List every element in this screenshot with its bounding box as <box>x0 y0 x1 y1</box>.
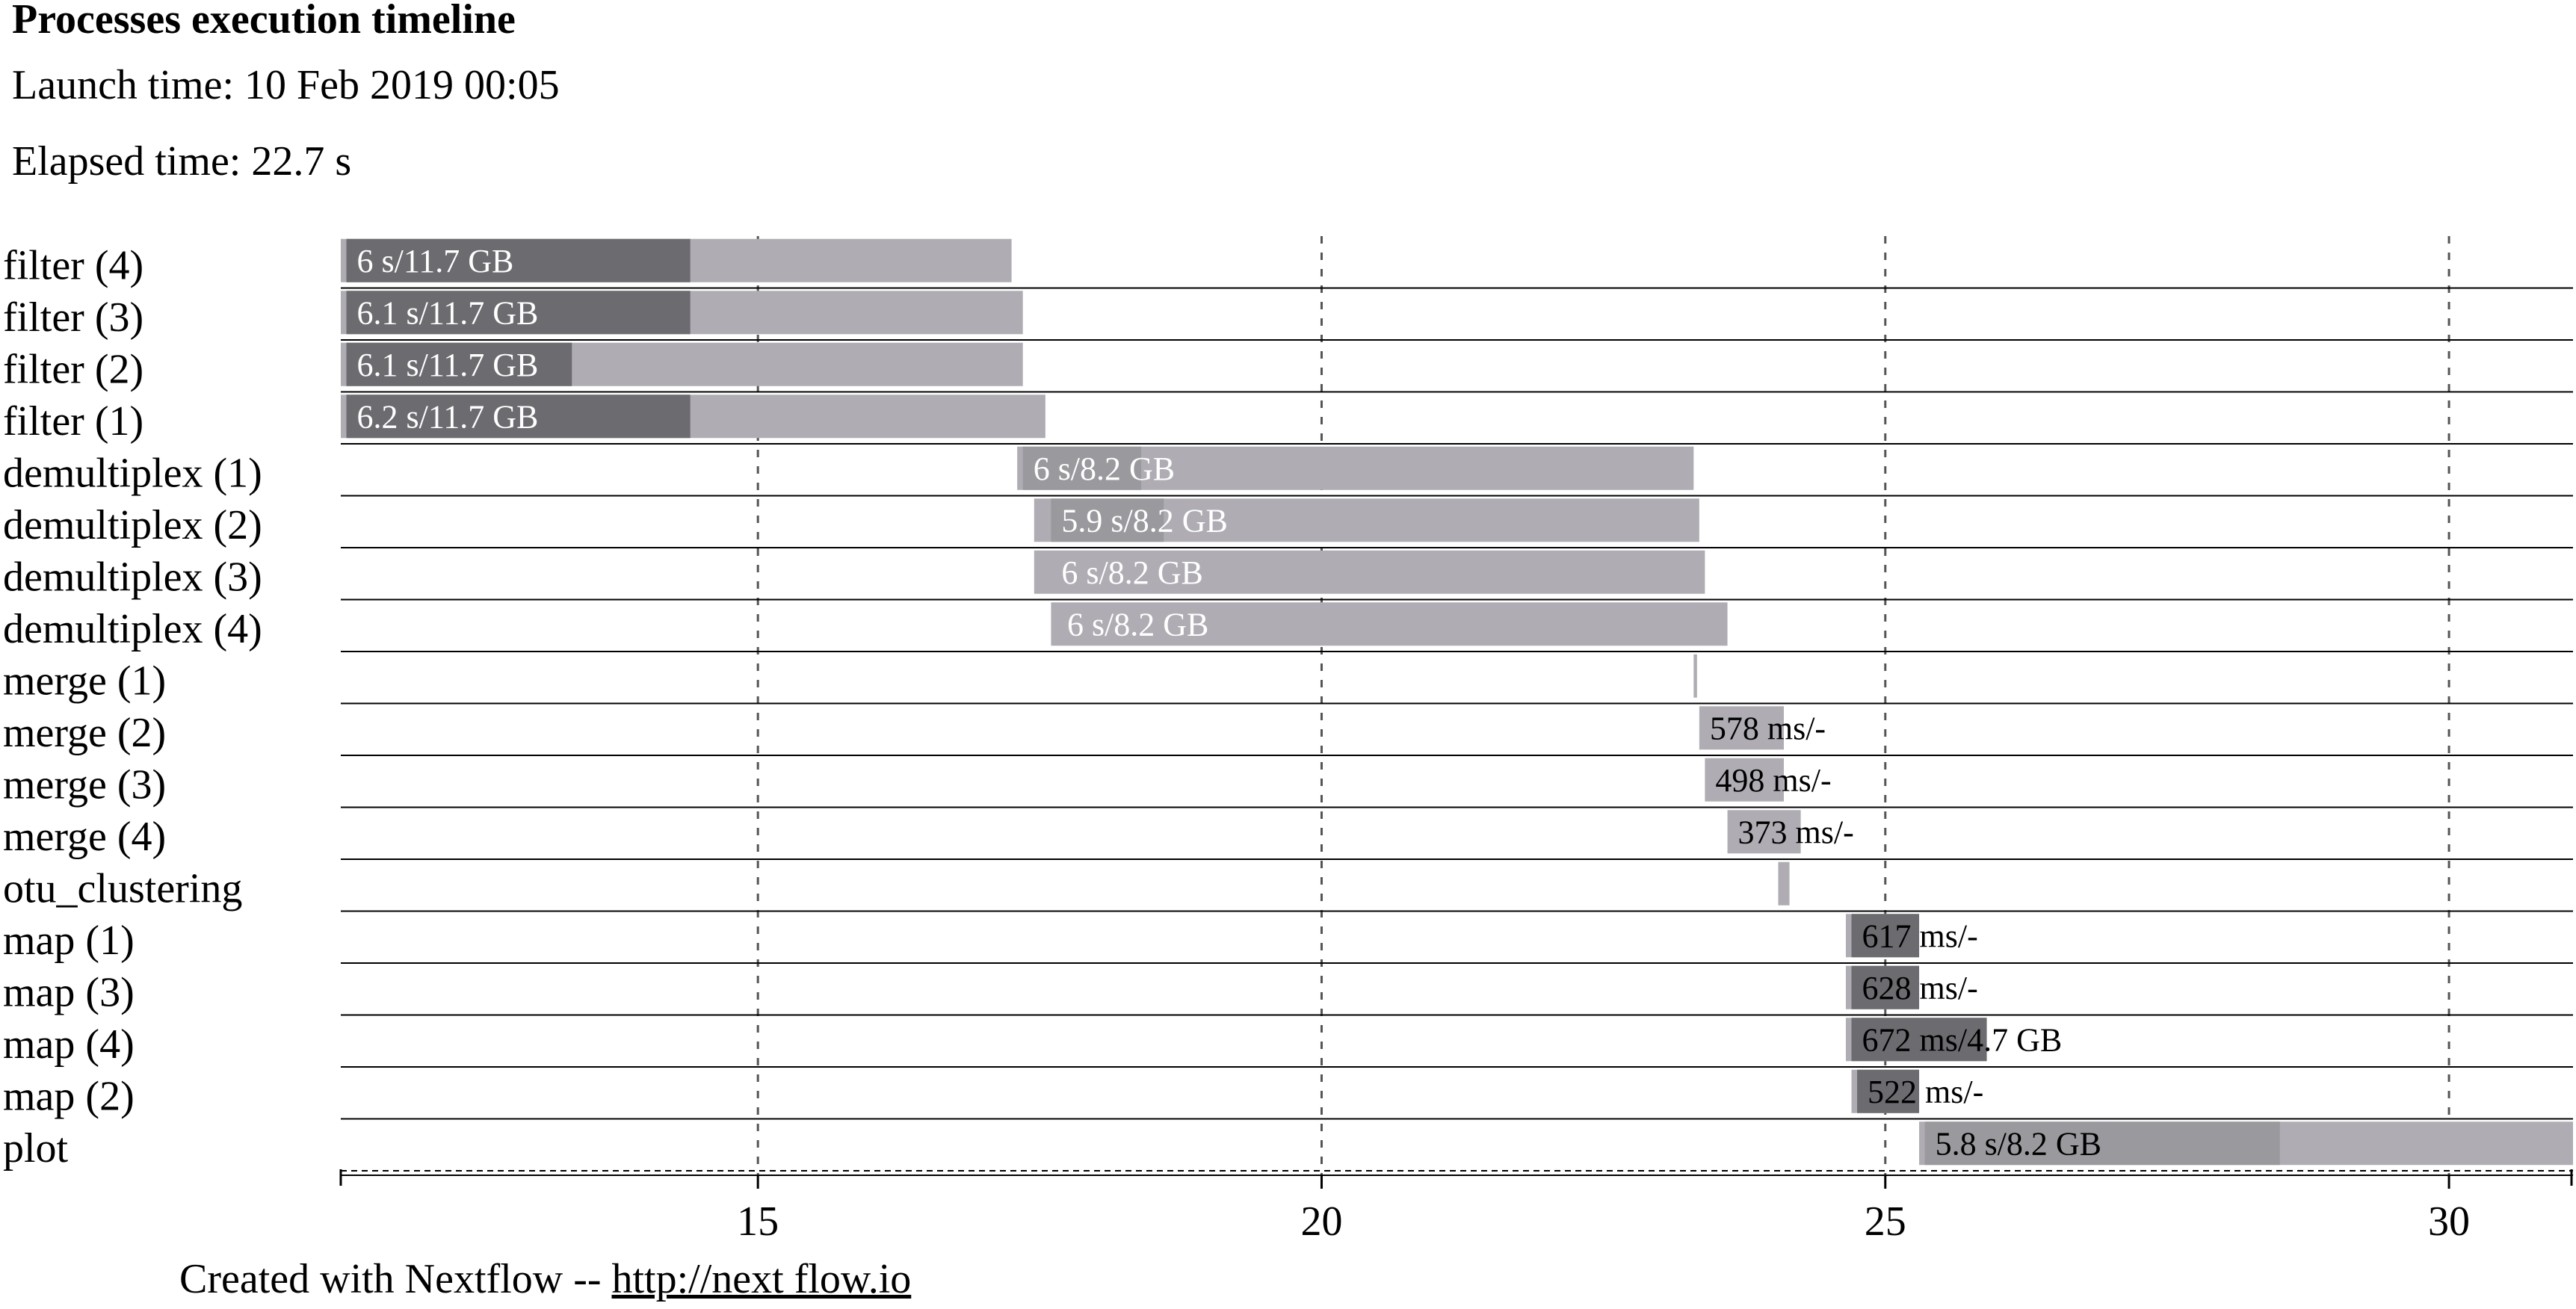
task-busy-segment <box>346 342 572 386</box>
task-busy-segment <box>1857 1069 1920 1113</box>
task-bar-label: 6.1 s/11.7 GB <box>357 347 539 383</box>
x-tick-label: 20 <box>1300 1198 1342 1245</box>
task-name: filter (3) <box>3 294 143 341</box>
footer-text: Created with Nextflow -- <box>179 1256 612 1302</box>
x-tick-label: 15 <box>737 1198 779 1245</box>
task-bar-label: 6 s/8.2 GB <box>1067 606 1208 643</box>
task-name: otu_clustering <box>3 866 242 912</box>
task-name: filter (4) <box>3 243 143 289</box>
task-bar <box>1778 861 1790 906</box>
task-name: merge (4) <box>3 814 166 860</box>
task-busy-segment <box>346 291 691 335</box>
task-name: filter (2) <box>3 347 143 393</box>
task-name: demultiplex (3) <box>3 554 262 601</box>
elapsed-time: Elapsed time: 22.7 s <box>12 138 352 185</box>
x-tick-label: 30 <box>2428 1198 2470 1245</box>
task-busy-segment <box>346 394 691 439</box>
task-bar-label: 617 ms/- <box>1862 917 1978 954</box>
task-bar <box>1699 706 1784 750</box>
task-name: demultiplex (4) <box>3 606 262 652</box>
task-name: map (3) <box>3 970 135 1016</box>
task-bar <box>1051 602 1728 646</box>
task-bar-label: 498 ms/- <box>1715 762 1831 799</box>
task-bar-label: 373 ms/- <box>1738 814 1854 850</box>
footer: Created with Nextflow -- http://next flo… <box>179 1255 911 1303</box>
task-bar-label: 628 ms/- <box>1862 970 1978 1006</box>
task-name: map (4) <box>3 1021 135 1068</box>
timeline-chart: filter (4) 6 s/11.7 GB filter (3) 6.1 s/11.… <box>3 236 2573 1245</box>
task-busy-segment <box>1051 498 1164 542</box>
task-name: map (1) <box>3 917 135 964</box>
task-name: merge (2) <box>3 710 166 756</box>
task-name: demultiplex (2) <box>3 502 262 548</box>
task-bar-label: 6.1 s/11.7 GB <box>357 294 539 331</box>
task-bar-label: 5.8 s/8.2 GB <box>1936 1125 2101 1162</box>
task-busy-segment <box>1022 446 1142 490</box>
task-name: plot <box>3 1125 69 1172</box>
task-bar <box>1034 550 1705 594</box>
task-bar-label: 522 ms/- <box>1868 1074 1983 1110</box>
launch-time: Launch time: 10 Feb 2019 00:05 <box>12 62 560 108</box>
page-title: Processes execution timeline <box>12 0 516 43</box>
task-bar <box>1705 758 1784 802</box>
task-bar <box>1693 654 1697 698</box>
task-bar-label: 6 s/11.7 GB <box>357 243 514 279</box>
nextflow-link[interactable]: http://next flow.io <box>611 1256 912 1302</box>
task-bar-label: 6 s/8.2 GB <box>1034 451 1175 487</box>
task-bar <box>1727 810 1801 854</box>
task-bar-label: 5.9 s/8.2 GB <box>1061 502 1227 539</box>
task-bar-label: 6.2 s/11.7 GB <box>357 398 539 435</box>
task-busy-segment <box>346 238 691 282</box>
task-name: map (2) <box>3 1074 135 1120</box>
task-busy-segment <box>1851 965 1920 1009</box>
task-busy-segment <box>1924 1121 2280 1166</box>
task-name: filter (1) <box>3 398 143 445</box>
task-name: demultiplex (1) <box>3 451 262 497</box>
task-name: merge (3) <box>3 762 166 808</box>
task-busy-segment <box>1851 914 1920 958</box>
task-busy-segment <box>1851 1018 1987 1062</box>
task-bar-label: 6 s/8.2 GB <box>1061 554 1202 591</box>
task-name: merge (1) <box>3 658 166 705</box>
task-bar-label: 578 ms/- <box>1710 710 1826 746</box>
x-tick-label: 25 <box>1865 1198 1906 1245</box>
task-bar-label: 672 ms/4.7 GB <box>1862 1021 2063 1058</box>
